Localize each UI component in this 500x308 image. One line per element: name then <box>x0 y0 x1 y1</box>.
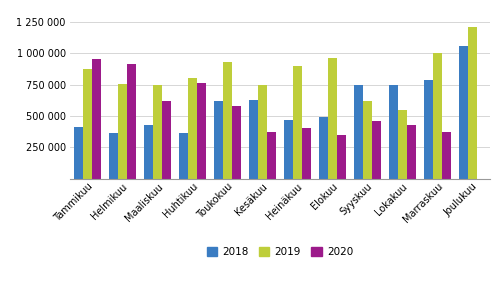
Bar <box>460 46 468 179</box>
Bar <box>337 135 345 179</box>
Bar <box>354 84 363 179</box>
Bar <box>127 64 136 179</box>
Bar <box>118 84 127 179</box>
Bar <box>74 127 83 179</box>
Bar <box>153 84 162 179</box>
Bar <box>363 101 372 179</box>
Bar <box>372 121 380 179</box>
Bar <box>468 27 477 179</box>
Bar <box>424 80 433 179</box>
Bar <box>180 133 188 179</box>
Bar <box>320 117 328 179</box>
Bar <box>162 101 170 179</box>
Bar <box>407 125 416 179</box>
Bar <box>328 58 337 179</box>
Bar <box>293 66 302 179</box>
Bar <box>214 101 223 179</box>
Bar <box>267 132 276 179</box>
Bar <box>110 133 118 179</box>
Bar <box>92 59 100 179</box>
Bar <box>390 85 398 179</box>
Bar <box>144 125 153 179</box>
Bar <box>223 62 232 179</box>
Bar <box>250 100 258 179</box>
Legend: 2018, 2019, 2020: 2018, 2019, 2020 <box>202 243 358 261</box>
Bar <box>442 132 450 179</box>
Bar <box>258 84 267 179</box>
Bar <box>83 70 92 179</box>
Bar <box>433 53 442 179</box>
Bar <box>188 78 197 179</box>
Bar <box>284 120 293 179</box>
Bar <box>232 106 240 179</box>
Bar <box>302 128 310 179</box>
Bar <box>197 83 205 179</box>
Bar <box>398 110 407 179</box>
